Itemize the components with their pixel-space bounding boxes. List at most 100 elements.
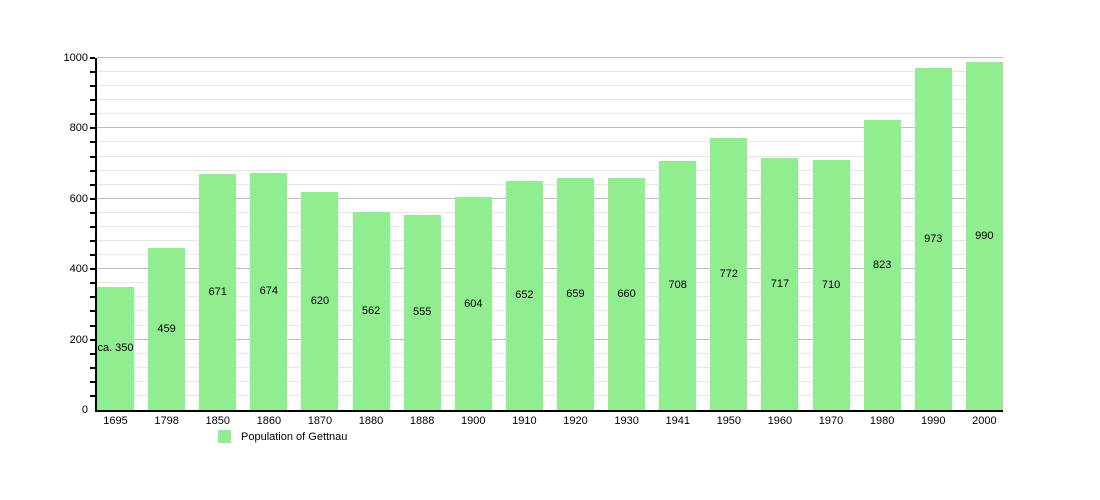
bar: 671 1850 <box>199 173 237 427</box>
x-axis-tick-label: 1880 <box>358 415 384 427</box>
bar-value-label: 990 <box>975 229 994 242</box>
x-axis-tick-label: 2000 <box>972 415 997 427</box>
bar: 652 1910 <box>505 180 543 427</box>
y-axis-tick <box>90 240 95 243</box>
x-axis-tick-label: 1870 <box>307 415 333 427</box>
y-axis-tick <box>90 352 95 355</box>
y-axis-tick <box>90 183 95 186</box>
y-axis-tick <box>90 71 95 74</box>
y-axis-label: 800 <box>69 122 88 135</box>
minor-gridline <box>97 113 1003 115</box>
y-axis-label: 0 <box>81 404 88 416</box>
bar: 620 1870 <box>301 191 339 427</box>
minor-gridline <box>97 141 1003 143</box>
x-axis-tick-label: 1888 <box>409 415 435 427</box>
minor-gridline <box>97 155 1003 157</box>
minor-gridline <box>97 254 1003 256</box>
x-axis-tick-label: 1970 <box>818 415 844 427</box>
x-axis-tick-label: 1980 <box>869 415 895 427</box>
major-gridline <box>97 338 1003 340</box>
bar-value-label: 717 <box>770 277 790 290</box>
minor-gridline <box>97 296 1003 298</box>
bar-value-label: 459 <box>157 323 176 336</box>
minor-gridline <box>97 169 1003 171</box>
y-axis-tick <box>90 127 95 130</box>
bar-value-label: 620 <box>310 294 330 307</box>
minor-gridline <box>97 211 1003 213</box>
y-axis-tick <box>90 394 95 397</box>
y-axis-tick <box>90 254 95 257</box>
x-axis-tick-label: 1910 <box>512 415 537 427</box>
major-gridline <box>97 57 1003 58</box>
bar: ca. 350 1695 <box>97 286 134 427</box>
major-gridline <box>97 197 1003 199</box>
minor-gridline <box>97 380 1003 382</box>
bar: 973 1990 <box>914 67 952 427</box>
bar: 604 1900 <box>454 197 492 427</box>
legend-label: Population of Gettnau <box>241 430 348 443</box>
bar-value-label: 772 <box>719 268 738 281</box>
y-axis-tick <box>90 113 95 116</box>
y-axis-tick <box>90 296 95 299</box>
bar: 708 1941 <box>659 160 697 427</box>
x-axis-tick-label: 1930 <box>614 415 639 427</box>
bar-value-label: 659 <box>566 288 585 301</box>
y-axis-labels: 0 200 400 600 800 1000 <box>0 52 88 416</box>
bar: 459 1798 <box>148 248 186 427</box>
x-axis-tick-label: 1990 <box>921 415 946 427</box>
y-axis-label: 600 <box>69 192 88 205</box>
bar: 674 1860 <box>250 172 288 427</box>
bar-value-label: 823 <box>872 259 892 272</box>
bar: 717 1960 <box>761 157 799 427</box>
bar: 823 1980 <box>863 120 901 427</box>
y-axis-tick <box>90 366 95 369</box>
bar-value-label: 555 <box>412 306 432 319</box>
bar-value-label: 671 <box>208 285 227 298</box>
legend-swatch <box>218 430 231 443</box>
minor-gridline <box>97 352 1003 354</box>
minor-gridline <box>97 240 1003 242</box>
minor-gridline <box>97 324 1003 326</box>
y-axis-tick <box>90 85 95 88</box>
bar-value-label: ca. 350 <box>97 342 134 355</box>
minor-gridline <box>97 366 1003 368</box>
bar-value-label: 708 <box>668 279 687 292</box>
x-axis-tick-label: 1695 <box>103 415 128 427</box>
x-axis-tick-label: 1920 <box>563 415 588 427</box>
x-axis-tick-label: 1900 <box>461 415 486 427</box>
bar-value-label: 674 <box>259 285 279 298</box>
y-axis-tick <box>90 282 95 285</box>
y-axis-tick <box>90 169 95 172</box>
y-axis-tick <box>90 380 95 383</box>
plot-area: ca. 350 1695 459 1798 671 1850 674 1860 620 1870 5… <box>90 57 1003 427</box>
bar: 562 1880 <box>352 212 390 427</box>
y-axis-tick <box>90 211 95 214</box>
minor-gridline <box>97 71 1003 73</box>
x-axis-tick-label: 1950 <box>716 415 742 427</box>
bars: ca. 350 1695 459 1798 671 1850 674 1860 620 1870 5… <box>97 58 1003 427</box>
bar: 555 1888 <box>403 214 441 427</box>
minor-gridline <box>97 394 1003 396</box>
x-axis-tick-label: 1798 <box>154 415 179 427</box>
y-axis-label: 400 <box>69 263 88 276</box>
legend: Population of Gettnau <box>218 430 347 443</box>
minor-gridline <box>97 310 1003 312</box>
major-gridline <box>97 127 1003 129</box>
bar-value-label: 973 <box>924 232 943 245</box>
minor-gridline <box>97 99 1003 101</box>
bar-value-label: 562 <box>361 305 381 318</box>
bar: 659 1920 <box>556 178 594 427</box>
y-axis-tick <box>90 99 95 102</box>
major-gridline <box>97 268 1003 270</box>
y-axis-tick <box>90 197 95 200</box>
minor-gridline <box>97 85 1003 87</box>
bar: 710 1970 <box>812 160 850 427</box>
x-axis-tick-label: 1960 <box>767 415 793 427</box>
bar: 660 1930 <box>608 177 646 427</box>
x-axis-tick-label: 1941 <box>665 415 690 427</box>
y-axis-tick <box>90 225 95 228</box>
y-axis-label: 200 <box>69 333 88 346</box>
x-axis-tick-label: 1860 <box>256 415 282 427</box>
minor-gridline <box>97 183 1003 185</box>
